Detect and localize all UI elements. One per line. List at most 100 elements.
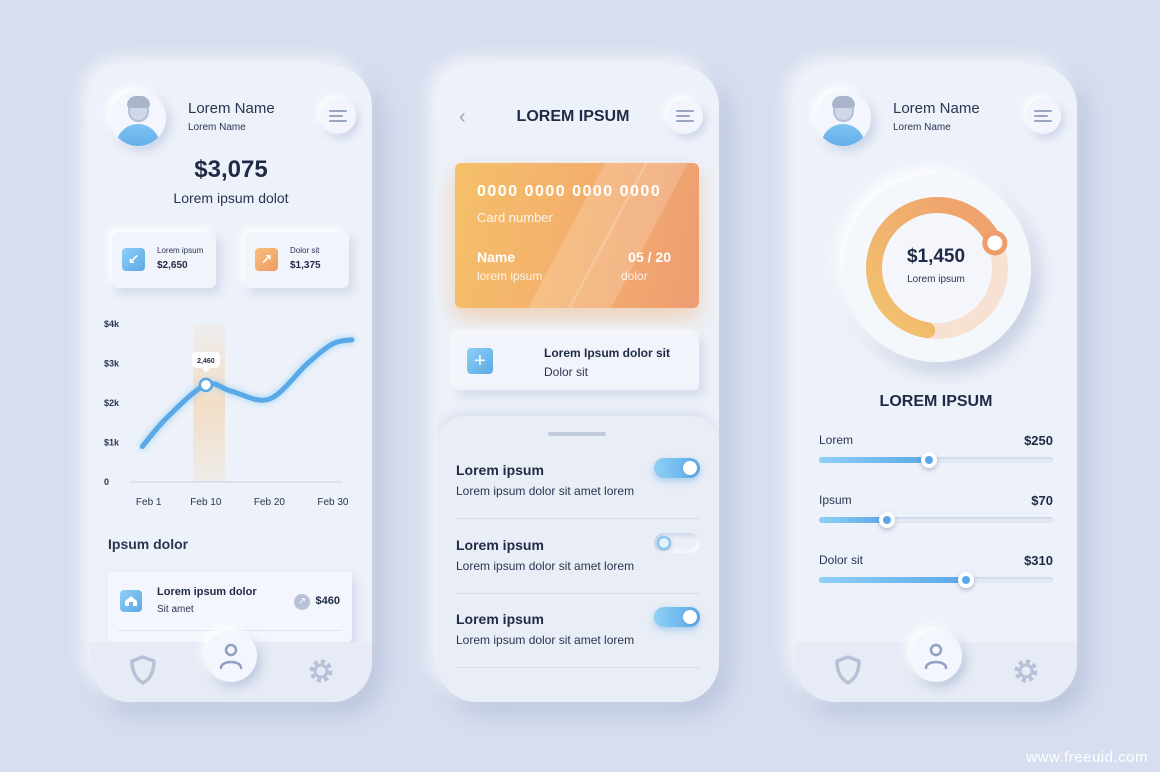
slider-fill — [819, 517, 887, 523]
section-title: LOREM IPSUM — [879, 393, 993, 410]
x-tick-label: Feb 20 — [254, 497, 286, 508]
donut-chart[interactable] — [843, 174, 1031, 362]
add-card-button[interactable]: + Lorem Ipsum dolor sit Dolor sit — [455, 334, 699, 390]
slider-thumb[interactable] — [878, 512, 895, 528]
credit-card[interactable]: 0000 0000 0000 0000 Card number Name lor… — [455, 163, 699, 308]
settings-sheet: Lorem ipsum Lorem ipsum dolor sit amet l… — [437, 416, 719, 702]
setting-row: Lorem ipsum Lorem ipsum dolor sit amet l… — [456, 533, 700, 611]
profile-icon[interactable] — [910, 630, 962, 682]
setting-title: Lorem ipsum — [456, 537, 544, 553]
user-subtitle: Lorem Name — [188, 122, 246, 133]
highlight-point — [198, 377, 214, 393]
stat-value: $1,375 — [290, 260, 321, 271]
phone-card-settings: ‹ LOREM IPSUM 0000 0000 0000 0000 Card n… — [437, 66, 719, 702]
donut-value: $1,450 — [906, 246, 966, 267]
setting-row: Lorem ipsum Lorem ipsum dolor sit amet l… — [456, 607, 700, 685]
donut-arc — [866, 197, 1003, 339]
slider-track[interactable] — [819, 572, 1053, 588]
bottom-nav — [795, 630, 1077, 702]
plus-icon: + — [467, 348, 493, 374]
setting-row: Lorem ipsum Lorem ipsum dolor sit amet l… — [456, 458, 700, 536]
transaction-title: Lorem ipsum dolor — [157, 586, 257, 598]
shield-icon[interactable] — [128, 654, 158, 691]
slider-amount: $70 — [1031, 493, 1053, 508]
setting-description: Lorem ipsum dolor sit amet lorem — [456, 559, 635, 573]
user-name: Lorem Name — [188, 100, 275, 117]
section-title: Ipsum dolor — [108, 536, 189, 552]
card-expiry-label: dolor — [621, 269, 648, 283]
avatar[interactable] — [815, 90, 871, 146]
watermark: www.freeuid.com — [1026, 749, 1148, 766]
divider — [456, 593, 700, 594]
slider-thumb[interactable] — [958, 572, 975, 588]
menu-icon[interactable] — [320, 98, 356, 134]
donut-label: Lorem ipsum — [907, 274, 965, 285]
arrow-up-right-icon: ↗ — [294, 594, 310, 610]
card-number: 0000 0000 0000 0000 — [477, 183, 662, 200]
highlight-band — [193, 324, 225, 482]
x-tick-label: Feb 30 — [317, 497, 349, 508]
slider-amount: $250 — [1024, 433, 1053, 448]
user-name: Lorem Name — [893, 100, 980, 117]
stat-card-income[interactable]: ↙ Lorem ipsum $2,650 — [112, 232, 216, 288]
setting-title: Lorem ipsum — [456, 462, 544, 478]
donut-handle[interactable] — [982, 230, 1008, 256]
slider-fill — [819, 577, 967, 583]
chevron-left-icon[interactable]: ‹ — [459, 106, 466, 128]
slider-label: Lorem — [819, 433, 854, 447]
card-expiry: 05 / 20 — [628, 249, 671, 265]
balance-label: Lorem ipsum dolot — [173, 190, 289, 206]
stat-card-expense[interactable]: ↗ Dolor sit $1,375 — [245, 232, 349, 288]
setting-description: Lorem ipsum dolor sit amet lorem — [456, 484, 635, 498]
divider — [456, 518, 700, 519]
slider-row: Ipsum $70 — [819, 493, 1053, 533]
toggle-switch[interactable] — [654, 607, 700, 627]
y-tick-label: $4k — [104, 319, 120, 329]
card-holder-label: Name — [477, 249, 516, 265]
line-chart[interactable]: $4k $3k $2k $1k 0 Feb 1 Feb 10 Feb 20 Feb 30 2,46… — [90, 306, 372, 516]
stat-label: Lorem ipsum — [157, 246, 204, 255]
y-tick-label: $1k — [104, 438, 120, 448]
shield-icon[interactable] — [833, 654, 863, 691]
x-tick-label: Feb 10 — [190, 497, 222, 508]
card-number-label: Card number — [477, 210, 553, 225]
add-card-subtitle: Dolor sit — [544, 365, 589, 379]
drag-handle[interactable] — [548, 432, 606, 436]
stat-label: Dolor sit — [290, 246, 320, 255]
tooltip-pointer — [201, 367, 210, 373]
tooltip-label: 2,460 — [197, 358, 215, 365]
bottom-nav — [90, 630, 372, 702]
menu-icon[interactable] — [667, 98, 703, 134]
slider-row: Dolor sit $310 — [819, 553, 1053, 593]
page-title: LOREM IPSUM — [516, 108, 630, 125]
series-line — [139, 337, 355, 449]
phone-dashboard: Lorem Name Lorem Name $3,075 Lorem ipsum… — [90, 66, 372, 702]
slider-label: Ipsum — [819, 493, 852, 507]
donut-center — [884, 215, 990, 321]
slider-thumb[interactable] — [920, 452, 937, 468]
avatar[interactable] — [110, 90, 166, 146]
slider-track[interactable] — [819, 452, 1053, 468]
y-tick-label: 0 — [104, 477, 109, 487]
balance-amount: $3,075 — [194, 156, 268, 183]
gear-icon[interactable] — [1011, 656, 1041, 691]
setting-title: Lorem ipsum — [456, 611, 544, 627]
tooltip-box — [191, 351, 220, 368]
slider-track[interactable] — [819, 512, 1053, 528]
slider-label: Dolor sit — [819, 553, 864, 567]
x-tick-label: Feb 1 — [136, 497, 162, 508]
transaction-subtitle: Sit amet — [157, 604, 194, 615]
profile-icon[interactable] — [205, 630, 257, 682]
menu-icon[interactable] — [1025, 98, 1061, 134]
phone-budget: Lorem Name Lorem Name $1,450 Lorem ipsum… — [795, 66, 1077, 702]
gear-icon[interactable] — [306, 656, 336, 691]
stat-value: $2,650 — [157, 260, 188, 271]
slider-row: Lorem $250 — [819, 433, 1053, 473]
toggle-switch[interactable] — [654, 533, 700, 553]
add-card-title: Lorem Ipsum dolor sit — [544, 346, 671, 360]
transaction-amount: $460 — [315, 595, 340, 607]
arrow-up-right-icon: ↗ — [255, 248, 278, 271]
toggle-switch[interactable] — [654, 458, 700, 478]
y-tick-label: $2k — [104, 398, 120, 408]
slider-amount: $310 — [1024, 553, 1053, 568]
